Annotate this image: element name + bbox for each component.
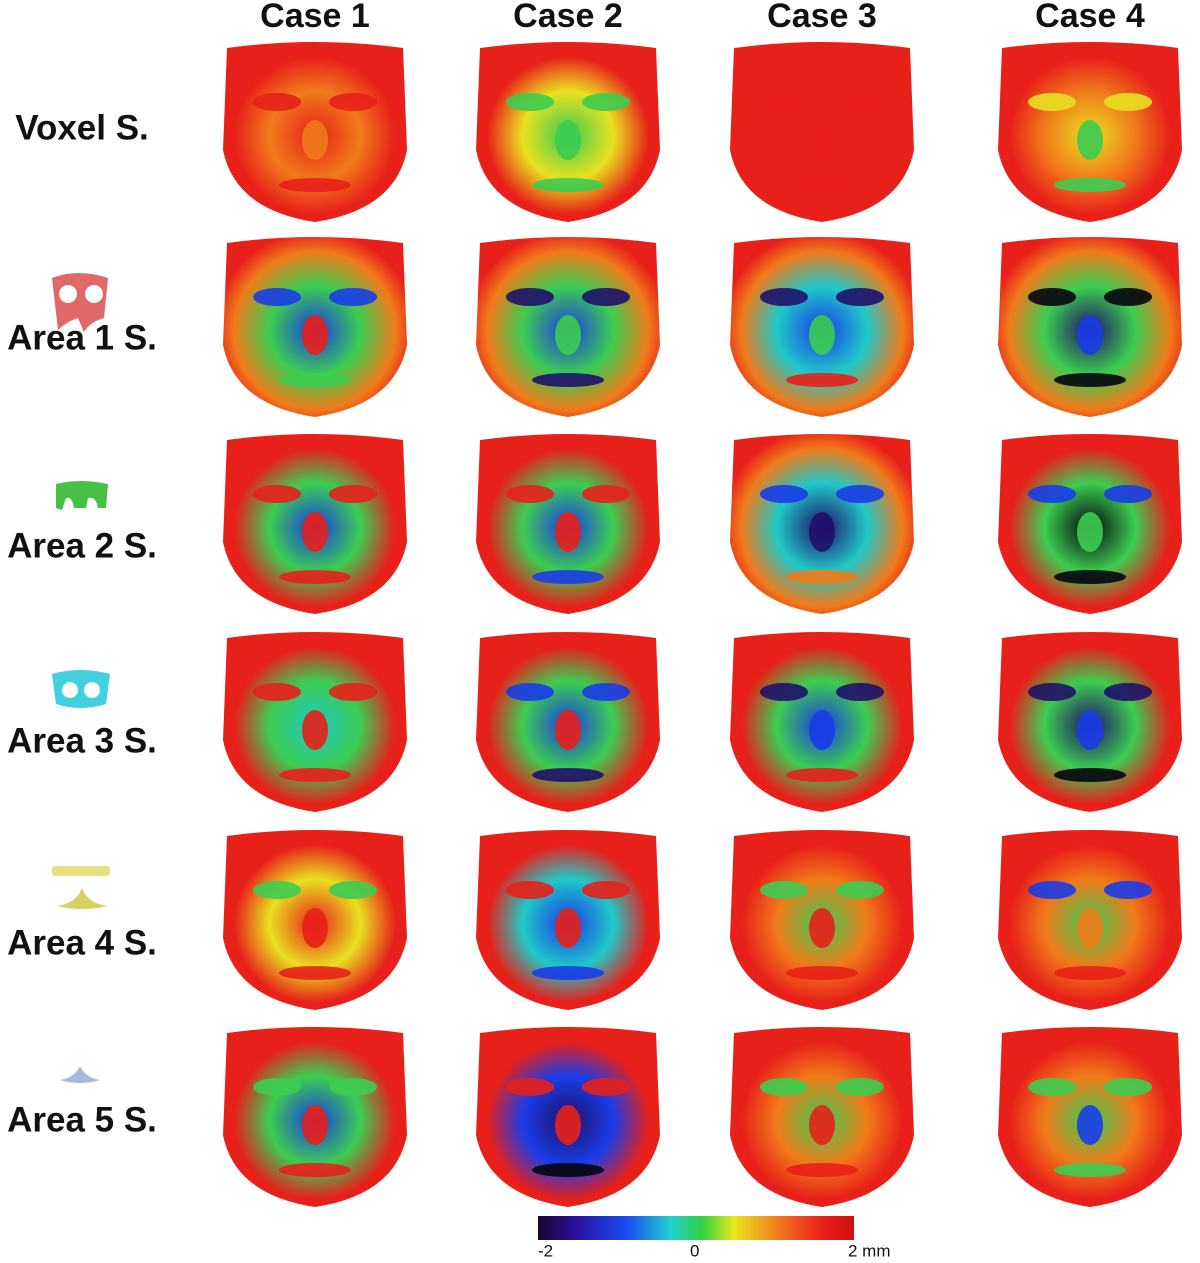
face-map <box>223 830 407 1010</box>
area-icon <box>52 866 110 909</box>
face-map <box>998 830 1182 1010</box>
face-map <box>476 42 660 222</box>
face-map <box>998 632 1182 812</box>
area-icon <box>52 273 108 332</box>
area-icon <box>52 670 110 708</box>
row-label: Area 5 S. <box>7 1100 157 1139</box>
row-label: Area 1 S. <box>7 318 157 357</box>
face-map <box>476 237 660 417</box>
face-map <box>223 237 407 417</box>
column-header: Case 1 <box>260 0 370 35</box>
row-label: Area 3 S. <box>7 721 157 760</box>
face-map <box>998 237 1182 417</box>
area-icon <box>56 481 108 510</box>
face-map <box>223 632 407 812</box>
colorbar-label: 0 <box>690 1241 699 1260</box>
face-map <box>998 1027 1182 1207</box>
face-map <box>730 632 914 812</box>
area-icon <box>60 1066 100 1083</box>
face-map <box>476 434 660 614</box>
column-header: Case 2 <box>513 0 623 35</box>
face-map <box>730 42 914 222</box>
row-label: Area 4 S. <box>7 923 157 962</box>
colorbar <box>538 1216 854 1240</box>
row-label: Area 2 S. <box>7 526 157 565</box>
face-map <box>730 237 914 417</box>
face-map <box>223 1027 407 1207</box>
face-map <box>223 434 407 614</box>
face-map <box>476 830 660 1010</box>
face-map <box>998 434 1182 614</box>
face-map <box>476 1027 660 1207</box>
face-map <box>223 42 407 222</box>
face-map <box>730 434 914 614</box>
face-map <box>730 830 914 1010</box>
row-label: Voxel S. <box>15 108 149 147</box>
column-header: Case 4 <box>1035 0 1145 35</box>
face-map <box>998 42 1182 222</box>
colorbar-label: -2 <box>538 1241 553 1260</box>
face-map <box>730 1027 914 1207</box>
colorbar-label: 2 mm <box>848 1241 891 1260</box>
face-map <box>476 632 660 812</box>
column-header: Case 3 <box>767 0 877 35</box>
